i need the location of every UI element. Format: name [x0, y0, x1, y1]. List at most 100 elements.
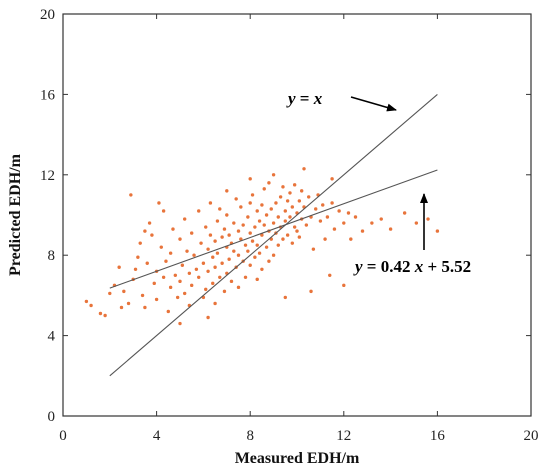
- axis-ticks: [62, 13, 532, 417]
- data-points: [84, 167, 440, 326]
- scatter-point: [204, 287, 208, 292]
- scatter-point: [250, 239, 255, 243]
- scatter-point: [143, 305, 147, 310]
- scatter-point: [435, 229, 440, 233]
- scatter-point: [187, 271, 192, 275]
- identity-line: [109, 93, 438, 377]
- scatter-point: [281, 237, 285, 241]
- scatter-point: [159, 245, 163, 249]
- scatter-point: [220, 235, 224, 239]
- scatter-point: [147, 221, 152, 225]
- scatter-point: [328, 273, 332, 277]
- equation-part: x: [313, 89, 323, 108]
- scatter-point: [182, 217, 187, 221]
- scatter-point: [388, 227, 393, 231]
- scatter-point: [119, 305, 124, 310]
- scatter-point: [171, 227, 175, 231]
- scatter-point: [269, 207, 273, 211]
- scatter-point: [178, 321, 182, 326]
- scatter-point: [239, 205, 243, 209]
- scatter-point: [349, 237, 353, 241]
- scatter-point: [168, 251, 173, 255]
- x-tick-label: 4: [153, 428, 161, 444]
- scatter-point: [206, 315, 210, 320]
- scatter-point: [140, 293, 145, 298]
- y-tick-label: 0: [48, 409, 56, 425]
- scatter-point: [290, 205, 295, 209]
- scatter-point: [218, 207, 222, 211]
- scatter-point: [208, 201, 213, 205]
- scatter-point: [299, 189, 304, 193]
- scatter-point: [304, 223, 309, 227]
- x-tick-label: 16: [430, 428, 446, 444]
- scatter-point: [426, 217, 430, 221]
- y-axis-title: Predicted EDH/m: [7, 153, 24, 276]
- scatter-point: [253, 255, 257, 259]
- scatter-point: [290, 241, 295, 245]
- scatter-point: [232, 221, 236, 225]
- scatter-point: [227, 257, 231, 261]
- scatter-point: [260, 267, 264, 271]
- scatter-point: [379, 217, 383, 221]
- scatter-point: [248, 231, 252, 235]
- scatter-point: [337, 209, 341, 213]
- scatter-point: [257, 219, 262, 223]
- y-tick-label: 12: [40, 168, 55, 184]
- scatter-point: [285, 199, 290, 203]
- scatter-point: [342, 283, 346, 288]
- scatter-point: [197, 275, 201, 280]
- scatter-point: [323, 237, 327, 241]
- scatter-point: [370, 221, 374, 225]
- scatter-point: [260, 203, 264, 207]
- scatter-point: [402, 211, 407, 215]
- scatter-point: [220, 261, 224, 265]
- scatter-point: [353, 215, 358, 219]
- scatter-point: [199, 241, 203, 245]
- x-tick-label: 12: [336, 428, 351, 444]
- scatter-point: [84, 299, 89, 304]
- y-tick-label: 20: [40, 7, 55, 23]
- scatter-point: [178, 279, 182, 284]
- scatter-point: [325, 215, 330, 219]
- scatter-point: [168, 285, 173, 290]
- scatter-point: [138, 241, 142, 245]
- scatter-point: [185, 249, 189, 253]
- scatter-point: [103, 313, 107, 318]
- scatter-point: [133, 267, 138, 271]
- scatter-point: [236, 285, 241, 290]
- scatter-point: [178, 237, 182, 241]
- scatter-point: [255, 277, 259, 282]
- scatter-point: [215, 219, 220, 223]
- equation-part: y: [286, 89, 296, 108]
- scatter-point: [283, 219, 287, 223]
- y-tick-label: 8: [48, 248, 56, 264]
- scatter-point: [248, 263, 252, 267]
- equation-part: = 0.42: [363, 257, 415, 276]
- scatter-point: [236, 229, 241, 233]
- scatter-point: [225, 213, 229, 217]
- scatter-point: [267, 259, 271, 263]
- scatter-point: [246, 215, 250, 219]
- scatter-point: [218, 275, 222, 280]
- scatter-point: [236, 253, 241, 257]
- annotation-regression-equation: y = 0.42 x + 5.52: [353, 257, 471, 276]
- scatter-point: [262, 223, 266, 227]
- x-axis-title: Measured EDH/m: [235, 450, 360, 467]
- scatter-point: [206, 247, 210, 251]
- scatter-point: [108, 291, 112, 296]
- scatter-point: [281, 185, 285, 189]
- scatter-point: [222, 227, 227, 231]
- scatter-point: [204, 225, 208, 229]
- scatter-point: [264, 245, 269, 249]
- annotation-identity-equation: y = x: [286, 89, 323, 108]
- scatter-point: [215, 251, 220, 255]
- x-tick-label: 0: [59, 428, 67, 444]
- scatter-point: [288, 215, 292, 219]
- scatter-point: [314, 207, 318, 211]
- scatter-point: [297, 199, 302, 203]
- scatter-point: [295, 229, 299, 233]
- scatter-point: [122, 289, 126, 294]
- scatter-point: [302, 167, 306, 171]
- scatter-point: [243, 275, 248, 280]
